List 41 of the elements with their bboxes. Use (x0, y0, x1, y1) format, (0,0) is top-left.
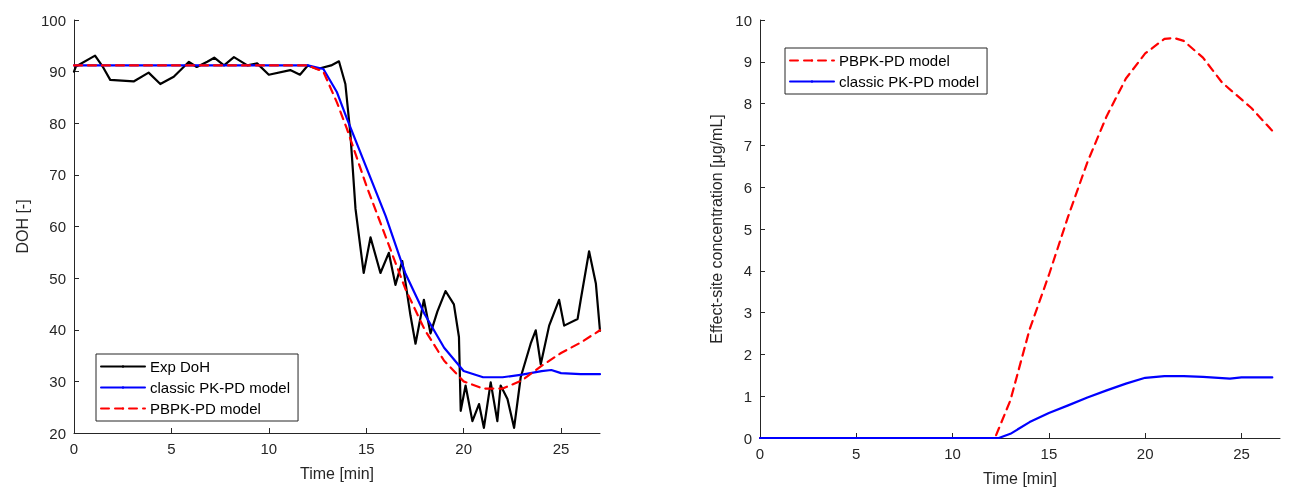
legend-label: PBPK-PD model (839, 52, 950, 69)
y-tick-label: 2 (743, 345, 752, 363)
x-tick-label: 5 (852, 445, 861, 462)
y-tick-label: 20 (49, 424, 66, 442)
y-tick-label: 1 (743, 387, 752, 405)
x-tick-label: 5 (167, 440, 176, 457)
y-tick-label: 4 (743, 262, 752, 280)
legend-label: PBPK-PD model (150, 400, 261, 417)
y-tick-label: 90 (49, 63, 66, 81)
y-tick-label: 5 (743, 220, 752, 238)
line-series (758, 375, 1274, 440)
y-axis-title: DOH [-] (13, 199, 31, 254)
y-tick-label: 50 (49, 269, 66, 287)
x-tick-label: 0 (755, 445, 765, 462)
y-tick-label: 8 (743, 95, 752, 113)
x-tick-label: 10 (260, 440, 278, 457)
x-tick-label: 15 (357, 440, 375, 457)
x-tick-label: 25 (1233, 445, 1250, 462)
y-tick-label: 60 (49, 218, 66, 235)
x-axis-title: Time [min] (299, 464, 375, 482)
legend-label: Exp DoH (150, 358, 211, 375)
x-tick-label: 0 (69, 440, 79, 457)
x-tick-label: 15 (1040, 445, 1058, 462)
y-tick-label: 70 (49, 166, 66, 184)
x-tick-label: 10 (944, 445, 961, 462)
x-tick-label: 20 (1136, 445, 1154, 462)
y-tick-label: 100 (40, 11, 66, 29)
y-tick-label: 80 (49, 114, 66, 132)
x-axis-title: Time [min] (982, 469, 1058, 487)
legend-label: classic PK-PD model (839, 73, 980, 90)
y-tick-label: 40 (49, 321, 66, 339)
y-tick-label: 10 (735, 11, 752, 29)
y-tick-label: 3 (743, 304, 752, 322)
y-tick-label: 9 (743, 53, 752, 71)
y-tick-label: 30 (49, 372, 66, 390)
x-tick-label: 20 (455, 440, 472, 457)
y-axis-title: Effect-site concentration [μg/mL] (707, 114, 725, 344)
y-tick-label: 6 (743, 178, 752, 196)
legend-label: classic PK-PD model (150, 379, 291, 396)
x-tick-label: 25 (552, 440, 570, 457)
y-tick-label: 7 (743, 136, 752, 154)
